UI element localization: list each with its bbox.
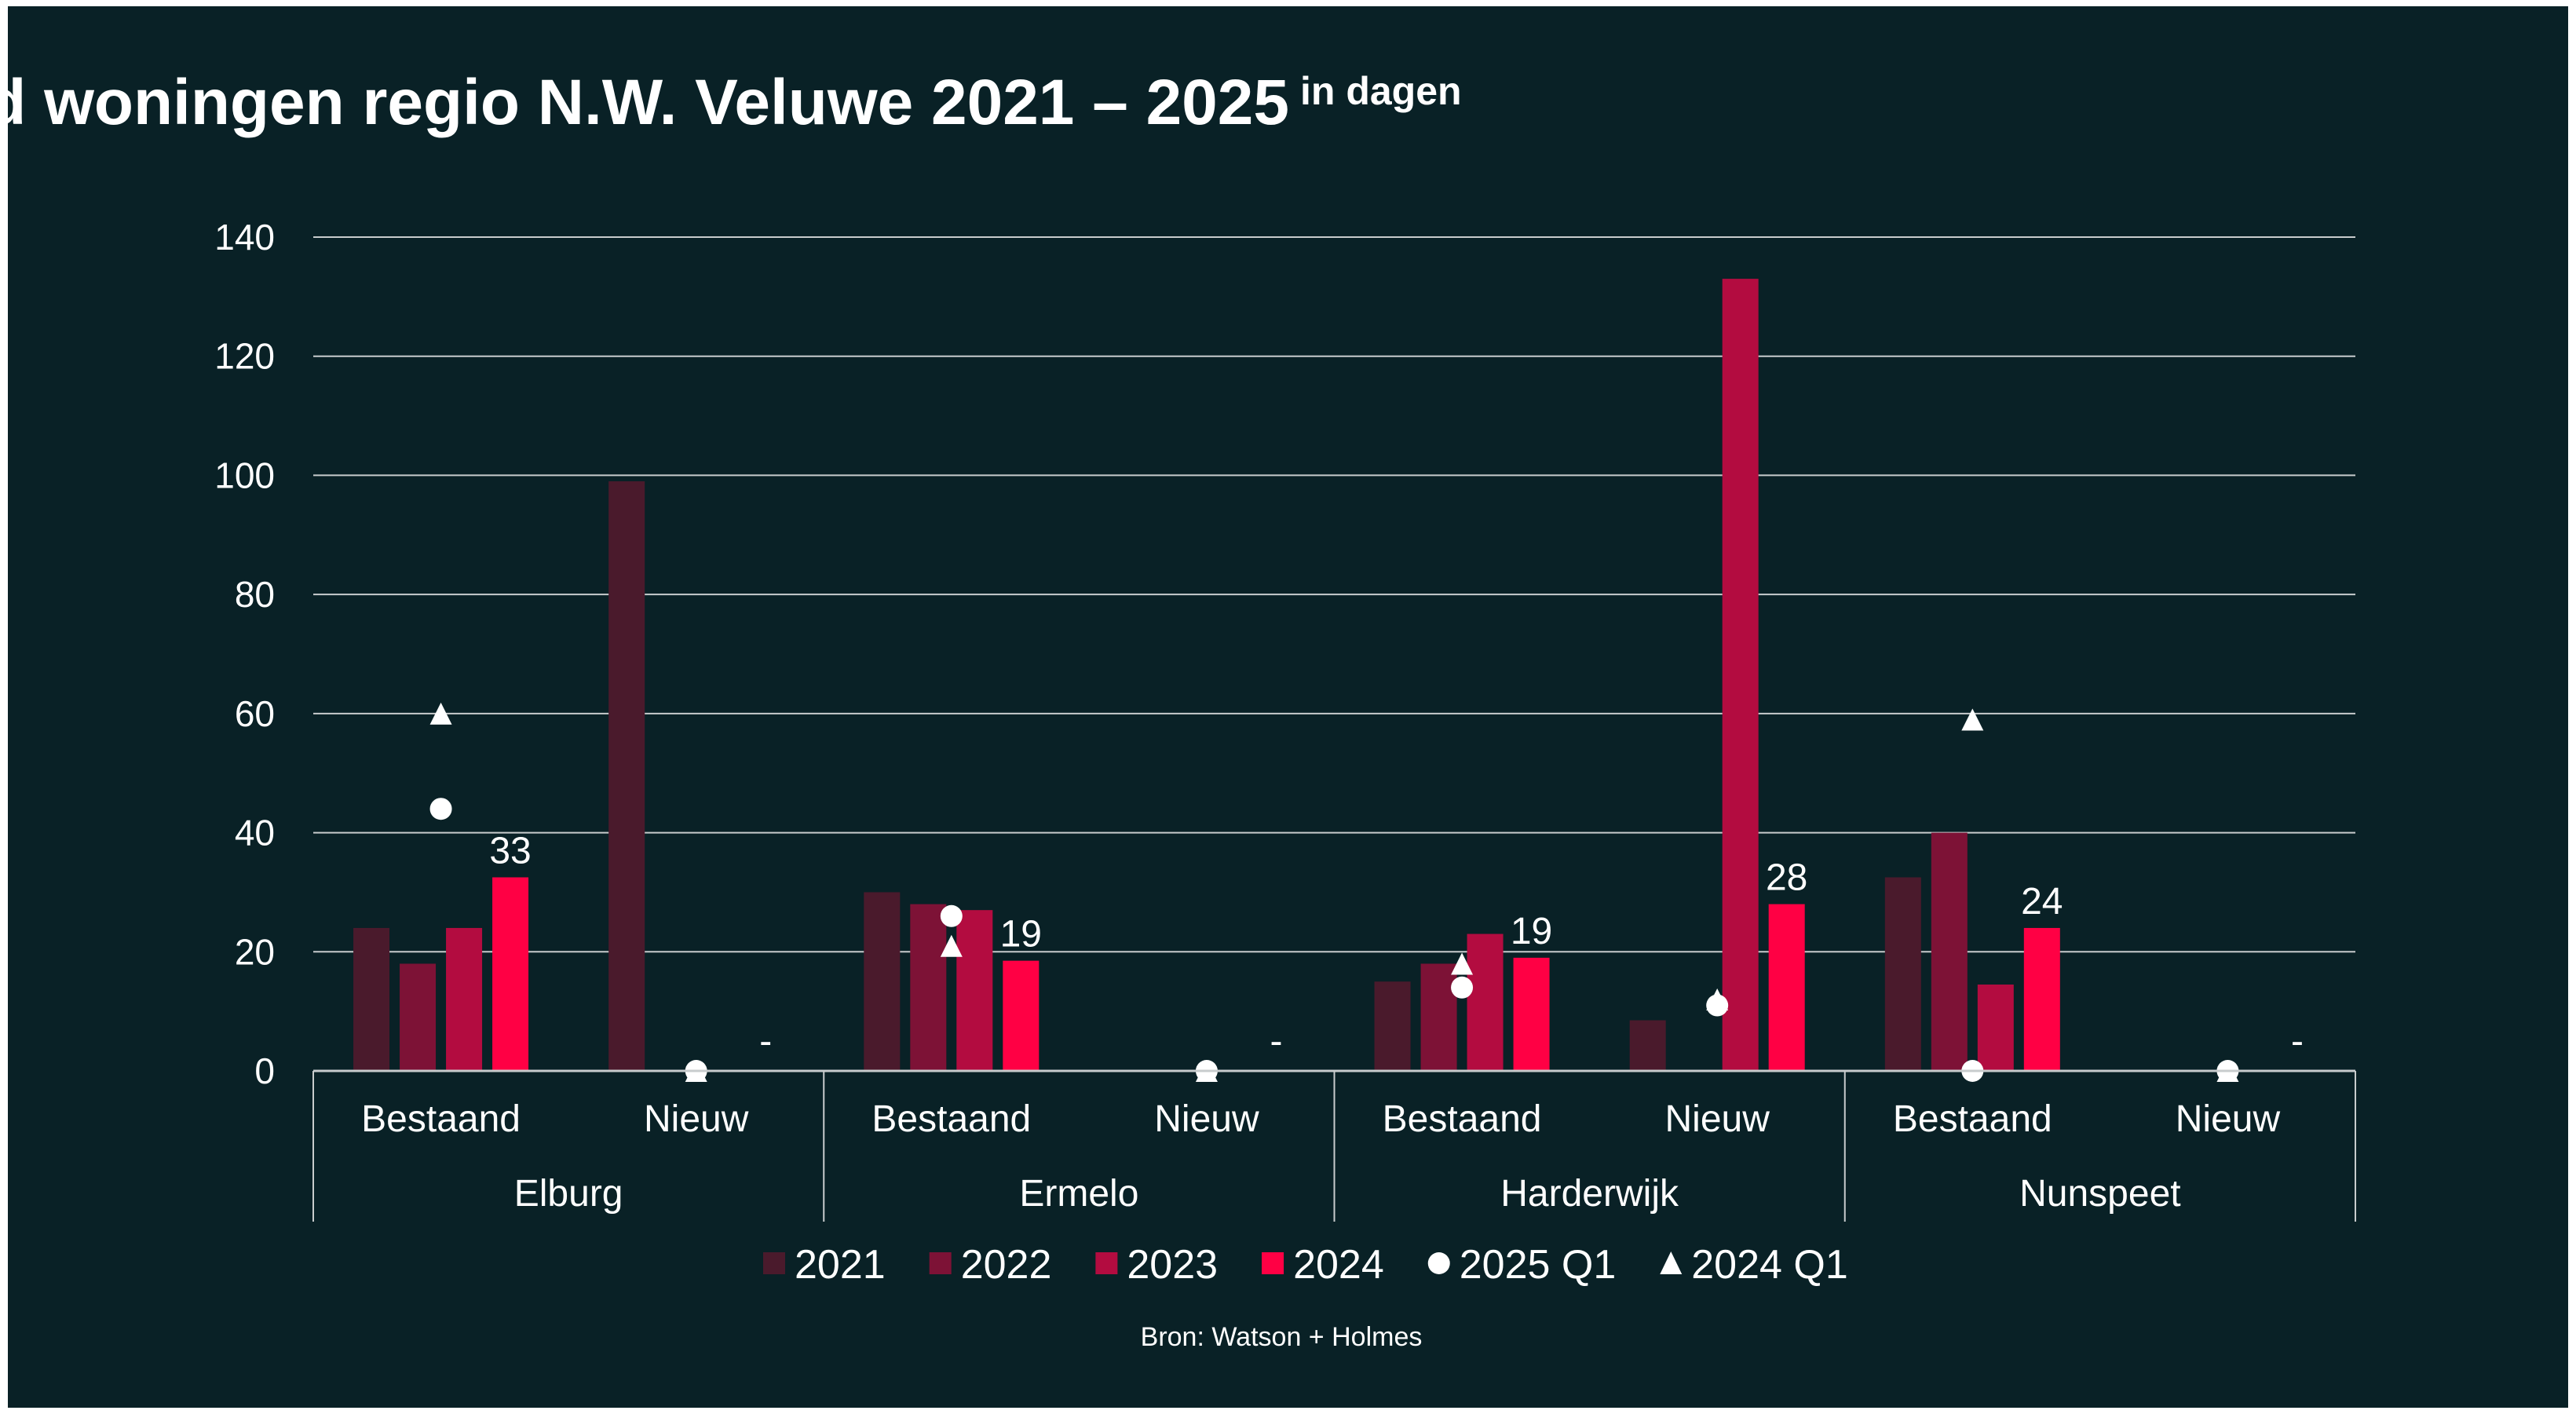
x-subcategory-label: Nieuw xyxy=(644,1098,749,1140)
data-label-2024: - xyxy=(1270,1021,1282,1062)
bar-2021 xyxy=(353,927,390,1071)
marker-2024-q1 xyxy=(940,934,963,957)
y-tick-label: 80 xyxy=(235,574,275,615)
x-group-label: Elburg xyxy=(514,1173,623,1215)
data-label-2024: - xyxy=(759,1021,772,1062)
bar-2023 xyxy=(1467,934,1504,1071)
marker-2024-q1 xyxy=(1451,952,1474,975)
legend-swatch xyxy=(1427,1252,1450,1274)
bar-2024 xyxy=(2023,927,2060,1071)
x-subcategory-label: Bestaand xyxy=(871,1098,1031,1140)
data-label-2024: 28 xyxy=(1766,857,1807,899)
legend-label: 2022 xyxy=(961,1242,1052,1288)
bar-2024 xyxy=(1003,960,1040,1071)
x-subcategory-label: Bestaand xyxy=(361,1098,521,1140)
legend-item: 2023 xyxy=(1095,1242,1218,1288)
data-labels: 33 - 19 - 19 28 24 - xyxy=(489,830,2304,1062)
x-subcategory-label: Nieuw xyxy=(2176,1098,2281,1140)
y-axis-ticks: 0 20 40 60 80 100 120 140 xyxy=(214,217,275,1091)
data-label-2024: 33 xyxy=(489,830,531,871)
chart-title: Mediane verhuurtijd woningen regio N.W. … xyxy=(8,67,1289,138)
bar-2024 xyxy=(1513,957,1550,1071)
marker-2024-q1 xyxy=(429,702,452,725)
y-tick-label: 40 xyxy=(235,813,275,853)
legend-swatch xyxy=(1095,1252,1118,1274)
legend-swatch xyxy=(929,1252,952,1274)
legend-item: 2024 Q1 xyxy=(1660,1242,1848,1288)
x-subcategory-label: Nieuw xyxy=(1154,1098,1259,1140)
gridlines xyxy=(313,236,2355,953)
legend-swatch xyxy=(763,1252,785,1274)
legend-label: 2024 xyxy=(1293,1242,1384,1288)
data-label-2024: - xyxy=(2291,1021,2304,1062)
marker-2024-q1 xyxy=(1706,988,1729,1010)
chart-svg: Mediane verhuurtijd woningen regio N.W. … xyxy=(8,67,2356,1352)
x-group-label: Ermelo xyxy=(1019,1173,1138,1215)
bar-2021 xyxy=(1629,1020,1666,1071)
legend-label: 2023 xyxy=(1127,1242,1218,1288)
y-tick-label: 60 xyxy=(235,693,275,734)
data-label-2024: 24 xyxy=(2021,881,2063,923)
bar-2021 xyxy=(1884,877,1921,1071)
y-tick-label: 0 xyxy=(254,1050,275,1091)
legend-label: 2025 Q1 xyxy=(1460,1242,1617,1288)
marker-2024-q1 xyxy=(1961,708,1984,731)
y-tick-label: 140 xyxy=(214,217,275,258)
bar-2022 xyxy=(910,904,947,1071)
x-axis: Bestaand Nieuw Elburg Bestaand Nieuw Ermelo Be… xyxy=(312,1069,2356,1222)
bar-2021 xyxy=(864,892,901,1071)
data-label-2024: 19 xyxy=(1000,914,1042,955)
x-subcategory-label: Bestaand xyxy=(1383,1098,1542,1140)
marker-2025-q1 xyxy=(429,798,452,820)
bar-2023 xyxy=(956,910,993,1071)
legend-item: 2025 Q1 xyxy=(1427,1242,1617,1288)
bar-2022 xyxy=(1931,832,1968,1071)
markers xyxy=(429,702,2239,1082)
bar-2023 xyxy=(1977,985,2014,1071)
x-group-label: Nunspeet xyxy=(2019,1173,2180,1215)
legend-label: 2024 Q1 xyxy=(1691,1242,1848,1288)
legend-item: 2022 xyxy=(929,1242,1052,1288)
source-note: Bron: Watson + Holmes xyxy=(1141,1322,1423,1352)
marker-2025-q1 xyxy=(1451,976,1474,999)
legend-swatch xyxy=(1660,1251,1683,1274)
y-tick-label: 100 xyxy=(214,455,275,495)
bar-2022 xyxy=(1420,963,1457,1071)
chart-frame: Mediane verhuurtijd woningen regio N.W. … xyxy=(8,6,2568,1408)
legend-label: 2021 xyxy=(795,1242,886,1288)
x-subcategory-label: Nieuw xyxy=(1664,1098,1770,1140)
data-label-2024: 19 xyxy=(1511,911,1552,952)
bar-2023 xyxy=(446,927,483,1071)
x-group-label: Harderwijk xyxy=(1500,1173,1679,1215)
bar-2024 xyxy=(1768,904,1805,1071)
legend-item: 2021 xyxy=(763,1242,886,1288)
bar-2021 xyxy=(608,481,645,1071)
bar-2022 xyxy=(400,963,437,1071)
marker-2025-q1 xyxy=(940,904,963,927)
legend: 2021 2022 2023 2024 2025 Q1 2024 Q1 xyxy=(763,1242,1848,1288)
y-tick-label: 120 xyxy=(214,336,275,377)
bar-2023 xyxy=(1722,279,1759,1072)
y-tick-label: 20 xyxy=(235,931,275,972)
bar-2024 xyxy=(492,877,529,1071)
chart-title-suffix: in dagen xyxy=(1300,69,1462,113)
x-subcategory-label: Bestaand xyxy=(1893,1098,2052,1140)
bar-2021 xyxy=(1374,981,1411,1071)
bars xyxy=(353,279,2060,1072)
legend-swatch xyxy=(1262,1252,1284,1274)
legend-item: 2024 xyxy=(1262,1242,1384,1288)
